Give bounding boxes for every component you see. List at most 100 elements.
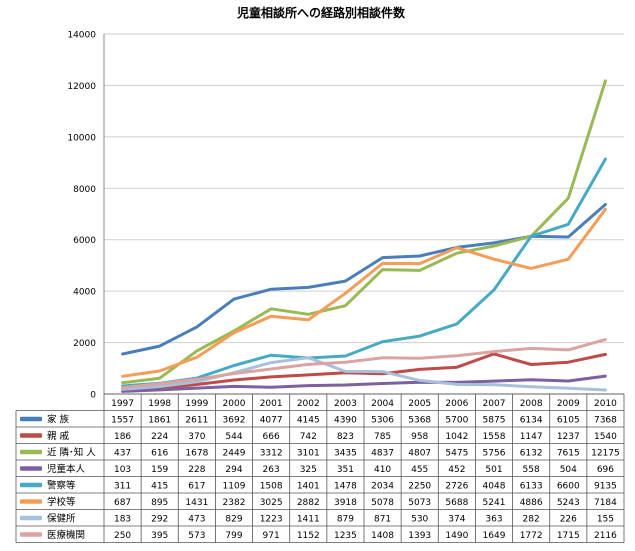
legend-swatch (20, 482, 42, 488)
data-label: 294 (225, 465, 242, 475)
data-label: 501 (485, 465, 502, 475)
data-label: 6133 (520, 481, 543, 491)
y-tick-label: 12000 (67, 82, 96, 92)
data-label: 1861 (148, 415, 171, 425)
series-line (121, 356, 607, 392)
x-tick-label: 2007 (483, 399, 506, 409)
data-label: 1411 (297, 514, 320, 524)
legend-swatch (20, 466, 42, 471)
legend-label: 学校等 (47, 496, 76, 508)
data-label: 1393 (408, 531, 431, 541)
data-label: 895 (151, 498, 168, 508)
data-label: 1490 (445, 531, 468, 541)
data-label: 2611 (185, 415, 208, 425)
x-tick-label: 2000 (223, 399, 246, 409)
x-tick-label: 2003 (334, 399, 357, 409)
data-label: 12175 (591, 448, 620, 458)
x-tick-label: 2010 (594, 399, 617, 409)
chart-title: 児童相談所への経路別相談件数 (236, 5, 406, 20)
data-label: 5243 (557, 498, 580, 508)
series-line (121, 157, 607, 388)
data-label: 226 (560, 514, 577, 524)
data-label: 2034 (371, 481, 394, 491)
data-label: 617 (188, 481, 205, 491)
data-label: 3435 (334, 448, 357, 458)
data-label: 292 (151, 514, 168, 524)
data-label: 958 (411, 432, 428, 442)
series-line (121, 374, 607, 393)
x-tick-label: 2009 (557, 399, 580, 409)
data-label: 558 (523, 465, 540, 475)
data-label: 415 (151, 481, 168, 491)
data-label: 1678 (185, 448, 208, 458)
data-label: 363 (485, 514, 502, 524)
data-label: 829 (225, 514, 242, 524)
x-tick-label: 1997 (111, 399, 134, 409)
legend-label: 保健所 (47, 512, 76, 524)
data-label: 228 (188, 465, 205, 475)
data-label: 1408 (371, 531, 394, 541)
data-label: 3312 (260, 448, 283, 458)
data-label: 3025 (260, 498, 283, 508)
data-label: 1715 (557, 531, 580, 541)
data-label: 4145 (297, 415, 320, 425)
data-label: 666 (263, 432, 280, 442)
data-label: 1223 (260, 514, 283, 524)
data-label: 2382 (223, 498, 246, 508)
series-line (121, 338, 607, 390)
y-tick-label: 2000 (73, 339, 96, 349)
series-line (121, 352, 607, 391)
data-label: 186 (114, 432, 131, 442)
data-label: 3692 (223, 415, 246, 425)
y-tick-label: 6000 (73, 236, 96, 246)
data-label: 5688 (445, 498, 468, 508)
data-label: 370 (188, 432, 205, 442)
data-label: 696 (597, 465, 614, 475)
data-label: 1431 (185, 498, 208, 508)
data-label: 6600 (557, 481, 580, 491)
legend-swatch (20, 499, 42, 504)
legend-swatch (20, 449, 42, 455)
data-label: 3918 (334, 498, 357, 508)
data-label: 5756 (483, 448, 506, 458)
data-label: 6132 (520, 448, 543, 458)
data-label: 871 (374, 514, 391, 524)
data-label: 799 (225, 531, 242, 541)
data-label: 183 (114, 514, 131, 524)
data-label: 742 (300, 432, 317, 442)
data-label: 1147 (520, 432, 543, 442)
data-label: 2250 (408, 481, 431, 491)
data-label: 1557 (111, 415, 134, 425)
data-label: 4390 (334, 415, 357, 425)
data-label: 1401 (297, 481, 320, 491)
x-tick-label: 1999 (185, 399, 208, 409)
data-label: 823 (337, 432, 354, 442)
data-label: 504 (560, 465, 577, 475)
data-label: 4077 (260, 415, 283, 425)
data-label: 971 (263, 531, 280, 541)
data-label: 1042 (445, 432, 468, 442)
data-label: 282 (523, 514, 540, 524)
legend-swatch (20, 433, 42, 438)
y-tick-label: 8000 (73, 185, 96, 195)
data-label: 5700 (445, 415, 468, 425)
data-label: 7184 (594, 498, 617, 508)
data-label: 1540 (594, 432, 617, 442)
data-label: 1237 (557, 432, 580, 442)
y-tick-label: 4000 (73, 288, 96, 298)
data-label: 3101 (297, 448, 320, 458)
data-label: 2116 (594, 531, 617, 541)
data-label: 1152 (297, 531, 320, 541)
data-label: 616 (151, 448, 168, 458)
data-label: 2726 (445, 481, 468, 491)
series-line (121, 79, 607, 385)
data-label: 785 (374, 432, 391, 442)
data-label: 1649 (483, 531, 506, 541)
y-tick-label: 10000 (67, 133, 96, 143)
data-label: 224 (151, 432, 168, 442)
data-label: 2882 (297, 498, 320, 508)
x-tick-label: 2002 (297, 399, 320, 409)
data-label: 155 (597, 514, 614, 524)
legend-swatch (20, 515, 42, 521)
